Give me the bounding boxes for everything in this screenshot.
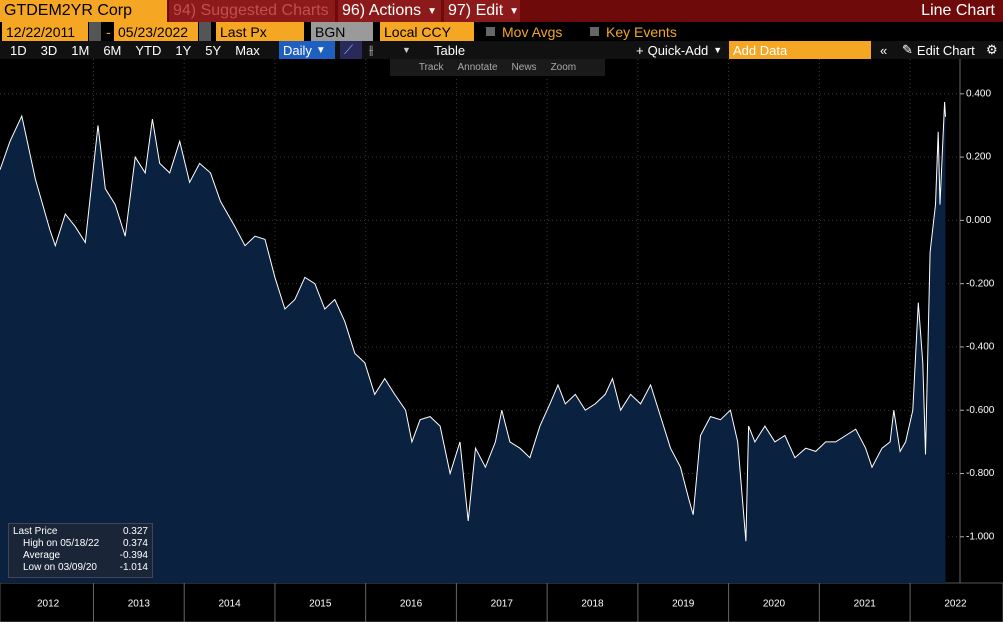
x-tick-label: 2015 — [309, 599, 332, 610]
stat-row: Last Price 0.327 — [13, 526, 148, 538]
stat-value: -1.014 — [119, 562, 148, 573]
y-tick-label: -0.600 — [966, 405, 995, 416]
caret: ▼ — [427, 5, 438, 17]
stat-label: High on 05/18/22 — [23, 538, 100, 549]
y-tick-label: -0.800 — [966, 468, 995, 479]
caret: ▼ — [315, 44, 326, 56]
tool-button[interactable]: Zoom — [550, 62, 577, 73]
settings-icon[interactable]: ⚙ — [986, 42, 998, 57]
actions-text: 96) Actions — [342, 2, 422, 19]
caret[interactable]: ▼ — [402, 45, 411, 55]
checkbox[interactable] — [590, 27, 599, 36]
quick-add-text: Quick-Add — [647, 42, 709, 58]
edit-text: 97) Edit — [448, 2, 504, 19]
key-events-text: Key Events — [606, 23, 677, 40]
period-button[interactable]: YTD — [135, 42, 162, 58]
stat-label: Low on 03/09/20 — [23, 562, 97, 573]
field-select[interactable]: Last Px — [216, 22, 304, 41]
stat-value: -0.394 — [119, 550, 148, 561]
ticker-field[interactable]: GTDEM2YR Corp — [0, 0, 167, 22]
pencil-icon: ✎ — [902, 42, 913, 57]
line-icon[interactable]: ⟋ — [340, 41, 362, 59]
y-tick-label: -0.200 — [966, 278, 995, 289]
table-button[interactable]: Table — [434, 42, 466, 58]
period-button[interactable]: 1Y — [175, 42, 192, 58]
chart-kind: Line Chart — [921, 2, 995, 19]
date-dash: - — [106, 23, 111, 40]
stat-value: 0.374 — [122, 538, 148, 549]
suggested-charts[interactable]: 94) Suggested Charts — [169, 0, 335, 22]
x-tick-label: 2016 — [400, 599, 423, 610]
period-bar: 1D 3D 1M 6M YTD 1Y 5Y Max Daily ▼ ⟋ ⫲ ▼ Table + Q… — [0, 41, 1003, 59]
period-button[interactable]: Max — [235, 42, 260, 58]
calendar-icon[interactable] — [199, 22, 211, 41]
stats-box: Last Price 0.327 High on 05/18/22 0.374 Aver… — [8, 523, 153, 578]
bar-icon[interactable]: ⫲ — [369, 42, 374, 57]
x-tick-label: 2012 — [37, 599, 60, 610]
tool-button[interactable]: News — [511, 62, 537, 73]
period-button[interactable]: 6M — [103, 42, 122, 58]
controls-bar: 12/22/2011 - 05/23/2022 Last Px BGN Loca… — [0, 22, 1003, 41]
edit-chart-text: Edit Chart — [916, 42, 975, 58]
period-button[interactable]: 3D — [40, 42, 58, 58]
checkbox[interactable] — [486, 27, 495, 36]
actions-menu[interactable]: 96) Actions ▼ — [338, 0, 441, 22]
start-date[interactable]: 12/22/2011 — [2, 22, 88, 41]
quick-add[interactable]: + Quick-Add ▼ — [632, 41, 726, 59]
collapse-icon[interactable]: « — [880, 42, 888, 58]
tool-button[interactable]: Track — [418, 62, 444, 73]
stat-label: Last Price — [13, 526, 58, 537]
x-tick-label: 2017 — [491, 599, 514, 610]
caret: ▼ — [713, 45, 723, 55]
title-bar: GTDEM2YR Corp 94) Suggested Charts 96) A… — [0, 0, 1003, 22]
x-tick-label: 2018 — [581, 599, 604, 610]
x-tick-label: 2020 — [763, 599, 786, 610]
edit-chart[interactable]: ✎ Edit Chart — [898, 41, 979, 59]
x-tick-label: 2021 — [854, 599, 877, 610]
period-buttons: 1D 3D 1M 6M YTD 1Y 5Y Max — [4, 41, 268, 59]
caret: ▼ — [509, 5, 520, 17]
chart-tools: Track Annotate News Zoom — [390, 59, 605, 76]
frequency-select[interactable]: Daily ▼ — [279, 41, 335, 59]
mov-avgs-text: Mov Avgs — [502, 23, 563, 40]
stat-row: Low on 03/09/20 -1.014 — [13, 562, 148, 574]
tool-button[interactable]: Annotate — [457, 62, 498, 73]
stat-row: Average -0.394 — [13, 550, 148, 562]
y-tick-label: -0.400 — [966, 342, 995, 353]
price-line — [0, 101, 946, 542]
plus-icon: + — [636, 42, 644, 58]
y-tick-label: -1.000 — [966, 531, 995, 542]
area-fill — [0, 102, 946, 583]
calendar-icon[interactable] — [89, 22, 101, 41]
add-data-input[interactable]: Add Data — [729, 41, 871, 59]
x-tick-label: 2013 — [128, 599, 151, 610]
key-events[interactable]: Key Events — [586, 22, 681, 41]
x-tick-label: 2014 — [218, 599, 241, 610]
source-field[interactable]: BGN — [311, 22, 373, 41]
stat-label: Average — [23, 550, 61, 561]
period-button[interactable]: 1M — [71, 42, 90, 58]
period-button[interactable]: 1D — [10, 42, 27, 58]
x-tick-label: 2022 — [944, 599, 967, 610]
y-tick-label: 0.400 — [966, 88, 991, 99]
end-date[interactable]: 05/23/2022 — [114, 22, 198, 41]
currency-select[interactable]: Local CCY — [380, 22, 474, 41]
mov-avgs[interactable]: Mov Avgs — [482, 22, 566, 41]
frequency-text: Daily — [283, 42, 312, 58]
period-button[interactable]: 5Y — [205, 42, 222, 58]
x-tick-label: 2019 — [672, 599, 695, 610]
y-tick-label: 0.200 — [966, 152, 991, 163]
edit-menu[interactable]: 97) Edit ▼ — [444, 0, 520, 22]
y-tick-label: 0.000 — [966, 215, 991, 226]
stat-value: 0.327 — [122, 526, 148, 537]
stat-row: High on 05/18/22 0.374 — [13, 538, 148, 550]
